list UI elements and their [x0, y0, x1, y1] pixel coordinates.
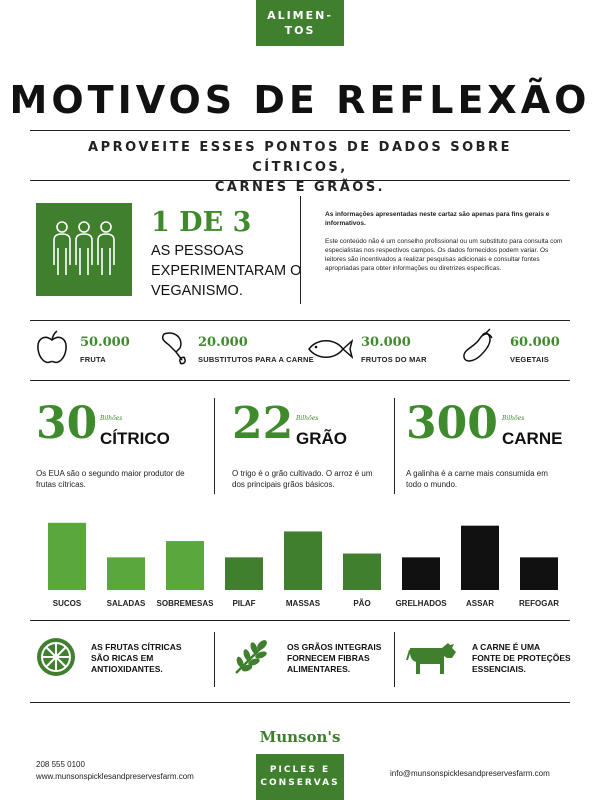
- bar-label: PÃO: [353, 599, 370, 608]
- fact-citrus: AS FRUTAS CÍTRICAS SÃO RICAS EM ANTIOXID…: [36, 635, 206, 685]
- divider: [30, 620, 570, 621]
- category-desc: O trigo é o grão cultivado. O arroz é um…: [232, 469, 373, 489]
- bar-label: GRELHADOS: [395, 599, 447, 608]
- stat-label: SUBSTITUTOS PARA A CARNE: [198, 355, 314, 364]
- brand-logo: Munson's: [259, 728, 341, 746]
- fish-icon: [308, 339, 353, 359]
- people-icon: [53, 221, 115, 275]
- subtitle-line-2: CARNES E GRÃOS.: [214, 180, 386, 195]
- category-citrus: 30 Bilhões CÍTRICO Os EUA são o segundo …: [36, 398, 206, 493]
- category-unit: Bilhões: [296, 415, 319, 422]
- fact-line: ESSENCIAIS.: [472, 664, 526, 674]
- fact-line: AS FRUTAS CÍTRICAS: [91, 642, 182, 652]
- subtitle: APROVEITE ESSES PONTOS DE DADOS SOBRE CÍ…: [40, 138, 560, 198]
- bar-label: SALADAS: [107, 599, 146, 608]
- fact-text: OS GRÃOS INTEGRAIS FORNECEM FIBRAS ALIME…: [287, 642, 381, 675]
- brand-badge: PICLES E CONSERVAS: [256, 754, 344, 800]
- highlight-text: AS PESSOAS EXPERIMENTARAM O VEGANISMO.: [151, 241, 301, 301]
- divider: [30, 180, 570, 181]
- stat-label: FRUTA: [80, 355, 106, 364]
- fact-line: FONTE DE PROTEÇÕES: [472, 653, 571, 663]
- wheat-icon: [235, 640, 267, 674]
- vertical-divider: [214, 632, 215, 687]
- fact-line: ALIMENTARES.: [287, 664, 351, 674]
- category-desc: Os EUA são o segundo maior produtor de f…: [36, 469, 185, 489]
- divider: [30, 130, 570, 131]
- category-number: 22: [232, 398, 294, 449]
- category-name: CÍTRICO: [100, 429, 170, 448]
- brand-badge-line-2: CONSERVAS: [260, 778, 340, 788]
- bar-label: MASSAS: [286, 599, 321, 608]
- bar-label: PILAF: [232, 599, 255, 608]
- stat-value: 20.000: [198, 335, 248, 350]
- email-link[interactable]: info@munsonspicklesandpreservesfarm.com: [390, 769, 550, 778]
- bar-8: [520, 557, 558, 590]
- highlight-number: 1 DE 3: [151, 207, 252, 238]
- divider: [30, 380, 570, 381]
- phone-number: 208 555 0100: [36, 760, 85, 769]
- stat-value: 60.000: [510, 335, 560, 350]
- badge-line-2: TOS: [284, 24, 316, 37]
- fact-line: A CARNE É UMA: [472, 642, 541, 652]
- bar-3: [225, 557, 263, 590]
- bar-label: SUCOS: [53, 599, 82, 608]
- bar-4: [284, 531, 322, 590]
- cow-icon: [406, 643, 456, 674]
- vertical-divider: [394, 632, 395, 687]
- eggplant-icon: [463, 328, 493, 362]
- apple-icon: [37, 330, 67, 364]
- disclaimer: As informações apresentadas neste cartaz…: [325, 210, 565, 273]
- fact-text: A CARNE É UMA FONTE DE PROTEÇÕES ESSENCI…: [472, 642, 571, 675]
- category-unit: Bilhões: [100, 415, 123, 422]
- highlight-line-1: AS PESSOAS: [151, 243, 244, 259]
- category-number: 30: [36, 398, 98, 449]
- fact-grain: OS GRÃOS INTEGRAIS FORNECEM FIBRAS ALIME…: [232, 635, 397, 685]
- category-desc: A galinha é a carne mais consumida em to…: [406, 469, 548, 489]
- fact-line: OS GRÃOS INTEGRAIS: [287, 642, 382, 652]
- fact-line: SÃO RICAS EM: [91, 653, 154, 663]
- category-grain: 22 Bilhões GRÃO O trigo é o grão cultiva…: [232, 398, 397, 493]
- highlight-line-2: EXPERIMENTARAM O: [151, 263, 302, 279]
- category-meat: 300 Bilhões CARNE A galinha é a carne ma…: [406, 398, 576, 493]
- divider: [30, 702, 570, 703]
- bar-chart: SUCOS SALADAS SOBREMESAS PILAF MASSAS PÃO GREL…: [48, 522, 559, 608]
- fact-line: FORNECEM FIBRAS: [287, 653, 370, 663]
- bar-6: [402, 557, 440, 590]
- bar-0: [48, 522, 86, 590]
- stat-label: FRUTOS DO MAR: [361, 355, 427, 364]
- stat-label: VEGETAIS: [510, 355, 549, 364]
- fact-text: AS FRUTAS CÍTRICAS SÃO RICAS EM ANTIOXID…: [91, 642, 182, 675]
- fact-line: ANTIOXIDANTES.: [91, 664, 163, 674]
- stat-value: 30.000: [361, 335, 411, 350]
- drumstick-icon: [161, 332, 186, 365]
- bar-2: [166, 541, 204, 590]
- vertical-divider: [300, 196, 301, 304]
- highlight-line-3: VEGANISMO.: [151, 283, 243, 299]
- vertical-divider: [394, 398, 395, 494]
- category-name: GRÃO: [296, 429, 347, 448]
- divider: [30, 320, 570, 321]
- bar-label: ASSAR: [466, 599, 494, 608]
- bar-label: REFOGAR: [519, 599, 559, 608]
- bar-1: [107, 557, 145, 590]
- vertical-divider: [214, 398, 215, 494]
- category-number: 300: [406, 398, 498, 449]
- fact-meat: A CARNE É UMA FONTE DE PROTEÇÕES ESSENCI…: [406, 635, 576, 685]
- disclaimer-p2: Este conteúdo não é um conselho profissi…: [325, 238, 563, 272]
- category-badge: ALIMEN- TOS: [256, 0, 344, 46]
- bar-5: [343, 553, 381, 590]
- bar-7: [461, 525, 499, 590]
- category-unit: Bilhões: [502, 415, 525, 422]
- disclaimer-p1: As informações apresentadas neste cartaz…: [325, 211, 550, 227]
- brand-badge-line-1: PICLES E: [269, 765, 331, 775]
- people-icon-box: [36, 203, 132, 296]
- bar-label: SOBREMESAS: [157, 599, 215, 608]
- category-name: CARNE: [502, 429, 563, 448]
- page-title: MOTIVOS DE REFLEXÃO: [9, 78, 591, 122]
- lime-slice-icon: [37, 638, 75, 676]
- website-link[interactable]: www.munsonspicklesandpreservesfarm.com: [36, 772, 194, 781]
- subtitle-line-1: APROVEITE ESSES PONTOS DE DADOS SOBRE CÍ…: [88, 140, 512, 175]
- badge-line-1: ALIMEN-: [267, 9, 333, 22]
- stat-value: 50.000: [80, 335, 130, 350]
